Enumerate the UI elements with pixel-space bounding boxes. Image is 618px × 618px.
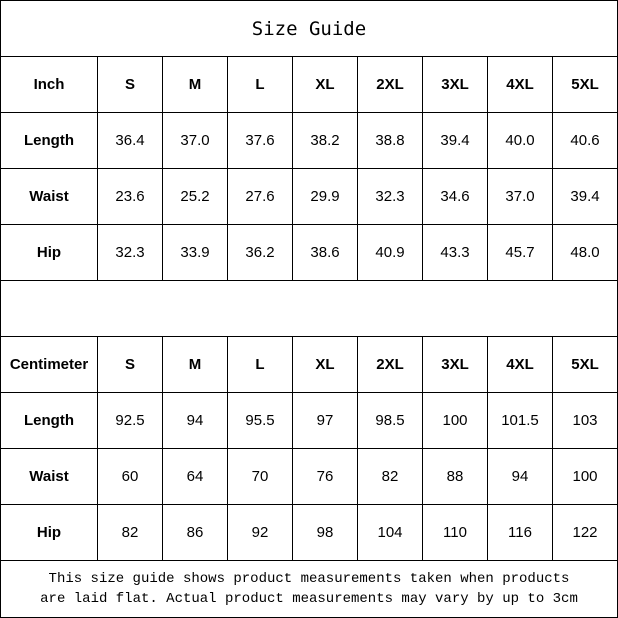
measurement-cell: 94 — [163, 393, 228, 449]
measurement-cell: 37.6 — [228, 113, 293, 169]
row-label: Length — [1, 113, 98, 169]
size-header: 4XL — [488, 57, 553, 113]
measurement-cell: 25.2 — [163, 169, 228, 225]
measurement-cell: 82 — [98, 505, 163, 561]
measurement-cell: 82 — [358, 449, 423, 505]
unit-header: Centimeter — [1, 337, 98, 393]
measurement-cell: 116 — [488, 505, 553, 561]
measurement-cell: 104 — [358, 505, 423, 561]
size-header: 5XL — [553, 57, 618, 113]
measurement-cell: 101.5 — [488, 393, 553, 449]
measurement-cell: 38.8 — [358, 113, 423, 169]
measurement-cell: 92 — [228, 505, 293, 561]
measurement-cell: 29.9 — [293, 169, 358, 225]
size-header: M — [163, 337, 228, 393]
measurement-cell: 37.0 — [163, 113, 228, 169]
size-header: XL — [293, 337, 358, 393]
measurement-cell: 70 — [228, 449, 293, 505]
measurement-cell: 32.3 — [98, 225, 163, 281]
row-label: Waist — [1, 449, 98, 505]
row-label: Waist — [1, 169, 98, 225]
measurement-cell: 40.6 — [553, 113, 618, 169]
measurement-cell: 27.6 — [228, 169, 293, 225]
measurement-cell: 43.3 — [423, 225, 488, 281]
measurement-cell: 45.7 — [488, 225, 553, 281]
measurement-cell: 60 — [98, 449, 163, 505]
measurement-cell: 98 — [293, 505, 358, 561]
unit-header: Inch — [1, 57, 98, 113]
table-spacer — [0, 280, 618, 337]
measurement-cell: 100 — [553, 449, 618, 505]
measurement-cell: 110 — [423, 505, 488, 561]
measurement-cell: 122 — [553, 505, 618, 561]
note-line-1: This size guide shows product measuremen… — [48, 571, 570, 587]
size-header: 4XL — [488, 337, 553, 393]
size-header: M — [163, 57, 228, 113]
measurement-cell: 86 — [163, 505, 228, 561]
measurement-cell: 103 — [553, 393, 618, 449]
measurement-cell: 33.9 — [163, 225, 228, 281]
measurement-cell: 34.6 — [423, 169, 488, 225]
measurement-note: This size guide shows product measuremen… — [0, 560, 618, 618]
inch-table: Inch S M L XL 2XL 3XL 4XL 5XL Length 36.4 37.0 37.6 3… — [0, 56, 618, 281]
measurement-cell: 97 — [293, 393, 358, 449]
size-header: 3XL — [423, 337, 488, 393]
measurement-cell: 32.3 — [358, 169, 423, 225]
size-header: 2XL — [358, 337, 423, 393]
size-header: S — [98, 337, 163, 393]
size-header: 2XL — [358, 57, 423, 113]
measurement-cell: 38.6 — [293, 225, 358, 281]
page-title: Size Guide — [0, 0, 618, 57]
measurement-cell: 95.5 — [228, 393, 293, 449]
row-label: Hip — [1, 225, 98, 281]
measurement-cell: 23.6 — [98, 169, 163, 225]
measurement-cell: 39.4 — [553, 169, 618, 225]
note-line-2: are laid flat. Actual product measuremen… — [40, 591, 578, 607]
measurement-cell: 100 — [423, 393, 488, 449]
row-label: Length — [1, 393, 98, 449]
measurement-cell: 37.0 — [488, 169, 553, 225]
measurement-cell: 76 — [293, 449, 358, 505]
measurement-cell: 94 — [488, 449, 553, 505]
size-header: 3XL — [423, 57, 488, 113]
size-header: XL — [293, 57, 358, 113]
measurement-cell: 64 — [163, 449, 228, 505]
measurement-cell: 36.4 — [98, 113, 163, 169]
size-header: S — [98, 57, 163, 113]
centimeter-table: Centimeter S M L XL 2XL 3XL 4XL 5XL Length 92.5 94 9… — [0, 336, 618, 561]
size-header: L — [228, 337, 293, 393]
measurement-cell: 88 — [423, 449, 488, 505]
row-label: Hip — [1, 505, 98, 561]
measurement-cell: 48.0 — [553, 225, 618, 281]
measurement-cell: 36.2 — [228, 225, 293, 281]
measurement-cell: 92.5 — [98, 393, 163, 449]
measurement-cell: 40.9 — [358, 225, 423, 281]
measurement-cell: 98.5 — [358, 393, 423, 449]
measurement-cell: 40.0 — [488, 113, 553, 169]
size-header: L — [228, 57, 293, 113]
measurement-cell: 38.2 — [293, 113, 358, 169]
measurement-cell: 39.4 — [423, 113, 488, 169]
size-header: 5XL — [553, 337, 618, 393]
